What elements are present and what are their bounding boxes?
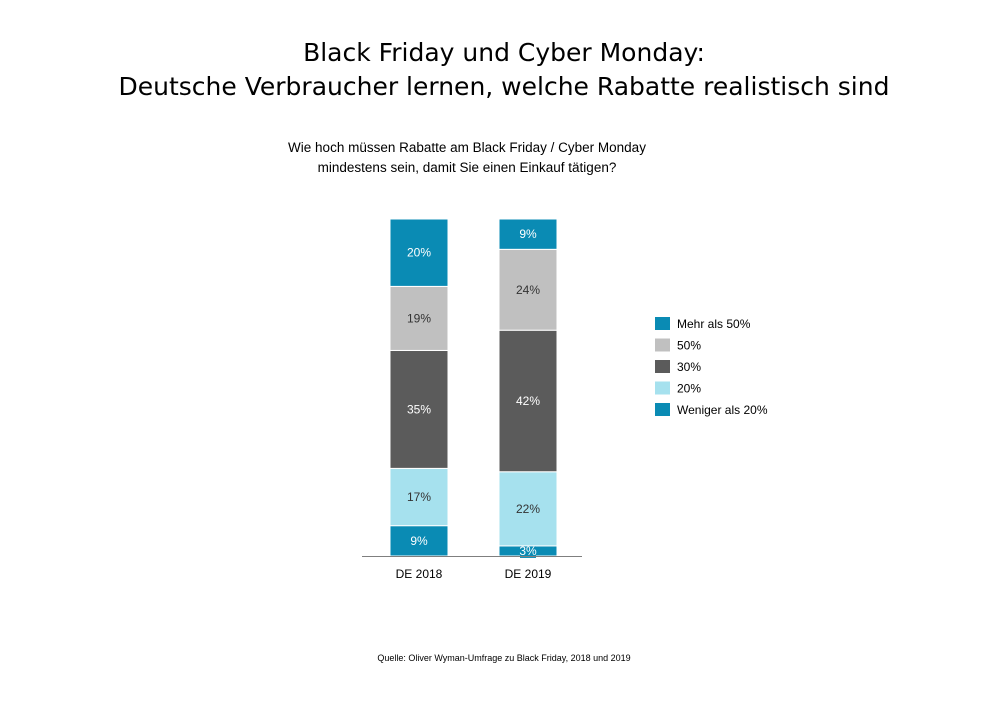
source-note: Quelle: Oliver Wyman-Umfrage zu Black Fr… — [377, 653, 631, 663]
legend: Mehr als 50% 50% 30% 20% Weniger als 20% — [655, 317, 768, 417]
x-tick-label: DE 2019 — [505, 567, 552, 581]
bar-segment — [498, 329, 558, 473]
legend-entry-label: 30% — [677, 360, 701, 374]
legend-swatch — [655, 338, 670, 352]
segment-value-label: 35% — [407, 402, 431, 416]
segment-value-label: 3% — [519, 544, 537, 558]
segment-value-label: 17% — [407, 490, 431, 504]
segment-value-label: 22% — [516, 502, 540, 516]
chart-title-line-2: mindestens sein, damit Sie einen Einkauf… — [317, 160, 617, 175]
segment-value-label: 20% — [407, 246, 431, 260]
legend-swatch — [655, 381, 670, 395]
title-line-1: Black Friday und Cyber Monday: — [303, 38, 705, 67]
chart-title: Wie hoch müssen Rabatte am Black Friday … — [262, 138, 672, 178]
segment-value-label: 19% — [407, 311, 431, 325]
x-axis-labels: DE 2018 DE 2019 — [396, 567, 552, 581]
bar-segment — [498, 218, 558, 250]
segment-value-label: 9% — [410, 534, 428, 548]
segment-value-label: 9% — [519, 227, 537, 241]
legend-swatch — [655, 403, 670, 416]
segment-value-label: 42% — [516, 394, 540, 408]
legend-swatch — [655, 360, 670, 373]
bar-segment — [498, 471, 558, 547]
legend-entry-label: Mehr als 50% — [677, 317, 751, 331]
segment-value-label: 24% — [516, 283, 540, 297]
x-tick-label: DE 2018 — [396, 567, 443, 581]
bar-segment — [389, 218, 449, 287]
legend-entry-label: Weniger als 20% — [677, 403, 768, 417]
segment-label-bg — [520, 543, 536, 558]
legend-entry-label: 50% — [677, 339, 701, 353]
legend-entry-label: 20% — [677, 382, 701, 396]
chart-title-line-1: Wie hoch müssen Rabatte am Black Friday … — [288, 140, 646, 155]
bar-segment — [498, 248, 558, 331]
title-line-2: Deutsche Verbraucher lernen, welche Raba… — [118, 72, 890, 101]
legend-swatch — [655, 317, 670, 330]
bars-group: 9% 17% 35% 19% 20% 3% 22% 42% 24% 9% — [389, 218, 558, 558]
page-title: Black Friday und Cyber Monday: Deutsche … — [0, 36, 1008, 104]
